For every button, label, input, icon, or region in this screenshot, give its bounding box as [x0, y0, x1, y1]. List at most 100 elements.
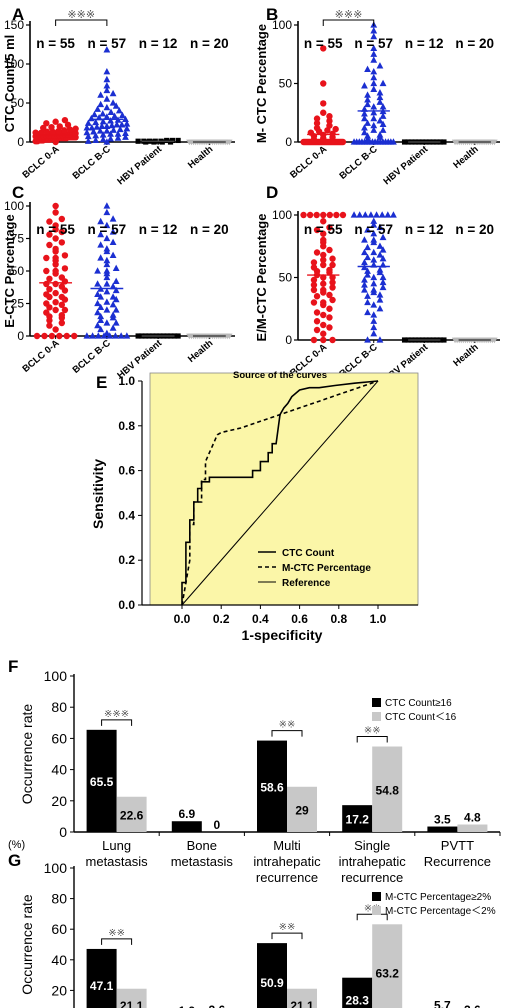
data-point	[58, 274, 66, 281]
data-point	[376, 131, 384, 138]
y-tick-label: 50	[279, 271, 293, 285]
data-point	[56, 123, 63, 130]
x-tick-label: recurrence	[341, 870, 403, 885]
data-point	[122, 129, 129, 137]
bar-value-label: 2.6	[208, 1003, 225, 1008]
data-point	[379, 79, 387, 87]
data-point	[103, 46, 111, 53]
x-axis-label: 1-specificity	[242, 627, 323, 643]
data-point	[109, 238, 117, 245]
data-point	[97, 241, 105, 248]
data-point	[109, 311, 117, 318]
data-point	[61, 116, 69, 124]
series-3	[451, 337, 498, 344]
data-point	[123, 120, 131, 127]
data-point	[364, 65, 371, 73]
series-1	[83, 202, 131, 339]
data-point	[108, 121, 116, 129]
data-point	[43, 300, 50, 307]
data-point	[103, 273, 111, 281]
data-point	[109, 301, 117, 308]
data-point	[103, 86, 111, 94]
significance-label: ※※※	[335, 9, 363, 21]
y-tick-label: 25	[11, 297, 25, 311]
data-point	[112, 332, 119, 339]
n-label: n = 55	[36, 222, 75, 237]
bar	[257, 943, 287, 1008]
y-axis-label: M- CTC Percentage	[254, 24, 269, 143]
n-label: n = 57	[88, 222, 127, 237]
data-point	[370, 279, 378, 287]
x-tick-label: Multi	[273, 838, 301, 853]
data-point	[329, 279, 336, 286]
data-point	[63, 332, 70, 340]
bar	[86, 948, 117, 1008]
data-point	[326, 314, 333, 321]
x-tick-label: metastasis	[171, 854, 234, 869]
legend-label: M-CTC Percentage	[282, 563, 371, 574]
data-point	[97, 312, 105, 320]
data-point	[390, 138, 397, 145]
y-axis-label: Occurrence rate	[19, 894, 35, 995]
data-point	[376, 296, 384, 303]
data-point	[112, 286, 120, 294]
significance-label: ※※	[364, 726, 381, 737]
data-point	[58, 239, 66, 246]
series-3	[451, 139, 498, 146]
data-point	[376, 336, 384, 343]
data-point	[370, 126, 378, 133]
data-point	[97, 325, 105, 333]
data-point	[91, 110, 98, 118]
data-point	[52, 118, 59, 125]
data-point	[339, 138, 347, 146]
data-point	[370, 236, 378, 243]
data-point	[94, 308, 101, 316]
data-point	[48, 332, 56, 340]
y-tick-label: 100	[44, 860, 68, 876]
data-point	[379, 126, 387, 133]
data-point	[370, 56, 378, 63]
data-point	[103, 306, 111, 313]
data-point	[109, 324, 117, 331]
data-point	[313, 120, 321, 127]
data-point	[109, 282, 117, 290]
data-point	[364, 132, 371, 139]
data-point	[370, 248, 378, 256]
data-point	[370, 114, 378, 122]
significance-bracket	[356, 736, 388, 743]
data-point	[320, 256, 327, 264]
data-point	[52, 202, 59, 210]
y-tick-label: 100	[44, 668, 68, 684]
bar-value-label: 28.3	[346, 993, 370, 1007]
bar-value-label: 4.8	[464, 811, 481, 825]
data-point	[367, 211, 375, 218]
bar	[342, 805, 373, 832]
data-point	[364, 119, 371, 126]
data-point	[103, 298, 111, 305]
data-point	[332, 125, 339, 133]
data-point	[300, 211, 307, 219]
data-point	[310, 264, 318, 271]
data-point	[52, 326, 59, 333]
series-3	[186, 139, 233, 146]
data-point	[46, 275, 53, 282]
data-point	[110, 126, 117, 133]
data-point	[97, 100, 105, 108]
data-point	[97, 91, 105, 98]
data-point	[370, 121, 378, 129]
data-point	[117, 332, 125, 339]
data-point	[364, 308, 371, 316]
data-point	[379, 103, 387, 110]
y-tick-label: 0.4	[118, 508, 135, 522]
bar	[257, 740, 287, 832]
data-point	[370, 68, 378, 75]
y-tick-label: 0	[285, 333, 292, 347]
data-point	[356, 211, 364, 218]
x-tick-label: Lung	[102, 838, 131, 853]
data-point	[361, 236, 368, 243]
data-point	[52, 209, 59, 216]
data-point	[94, 290, 101, 297]
data-point	[52, 299, 59, 306]
data-point	[320, 274, 327, 281]
